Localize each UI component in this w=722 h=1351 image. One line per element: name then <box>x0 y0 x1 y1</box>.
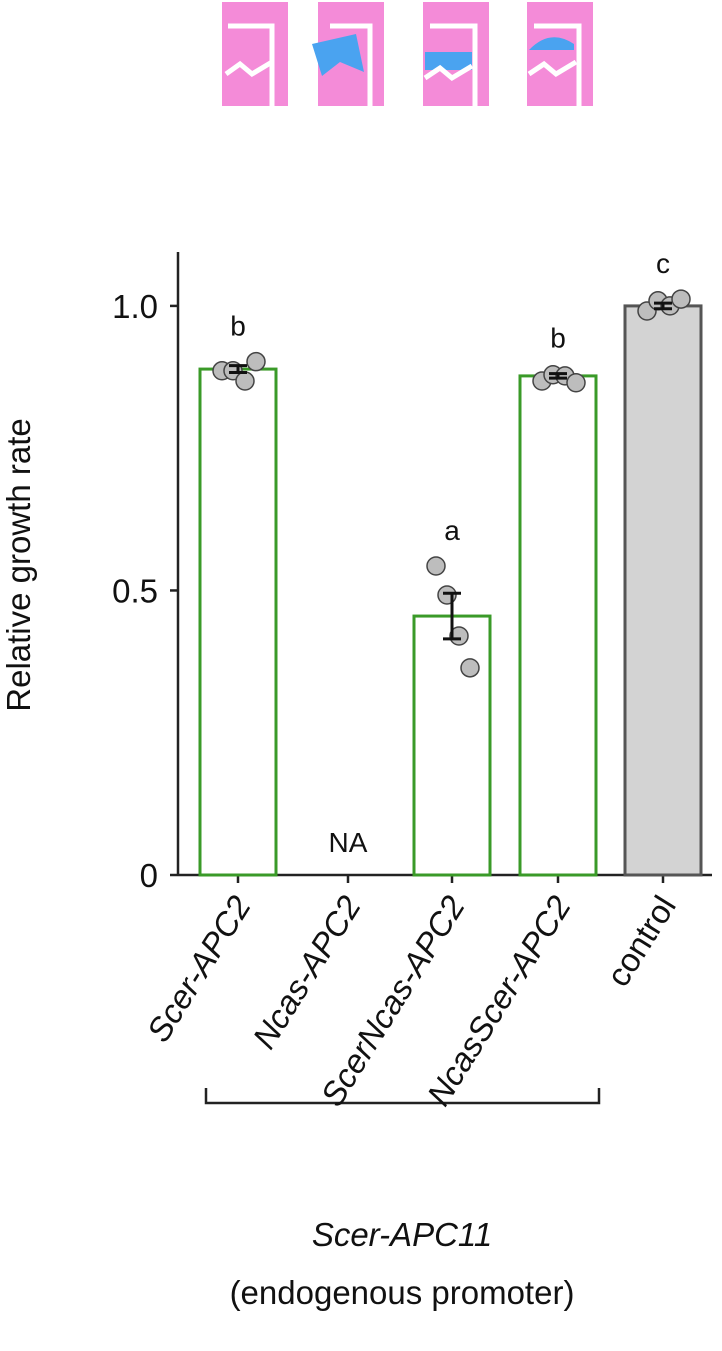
y-tick-label: 0.5 <box>112 572 158 609</box>
group-label: Scer-APC11 <box>312 1216 492 1253</box>
data-point <box>426 556 446 576</box>
data-point <box>246 351 266 372</box>
bar <box>518 374 598 877</box>
group-bracket <box>204 1088 601 1105</box>
x-tick-label: Ncas-APC2 <box>245 889 368 1055</box>
error-bar <box>549 372 567 380</box>
bar-label: c <box>656 248 670 279</box>
bar <box>198 367 278 877</box>
error-bar <box>229 364 247 374</box>
data-point <box>566 372 586 393</box>
bar-label: NA <box>329 827 368 858</box>
bar-label: a <box>444 515 460 546</box>
error-bar <box>654 301 672 311</box>
bar <box>412 614 492 877</box>
domain-icons <box>222 2 593 106</box>
group-sublabel: (endogenous promoter) <box>230 1274 575 1311</box>
data-point <box>449 626 469 646</box>
bar-label: b <box>550 323 566 354</box>
error-bar <box>443 591 461 641</box>
y-axis-label: Relative growth rate <box>0 418 37 711</box>
x-tick-label: Scer-APC2 <box>139 889 258 1048</box>
data-point <box>235 371 255 391</box>
y-tick-label: 1.0 <box>112 288 158 325</box>
y-tick-label: 0 <box>140 857 158 894</box>
x-tick-label: control <box>599 889 683 993</box>
bar <box>623 304 703 877</box>
data-point <box>671 289 691 309</box>
bar-label: b <box>230 311 246 342</box>
data-point <box>460 658 480 678</box>
